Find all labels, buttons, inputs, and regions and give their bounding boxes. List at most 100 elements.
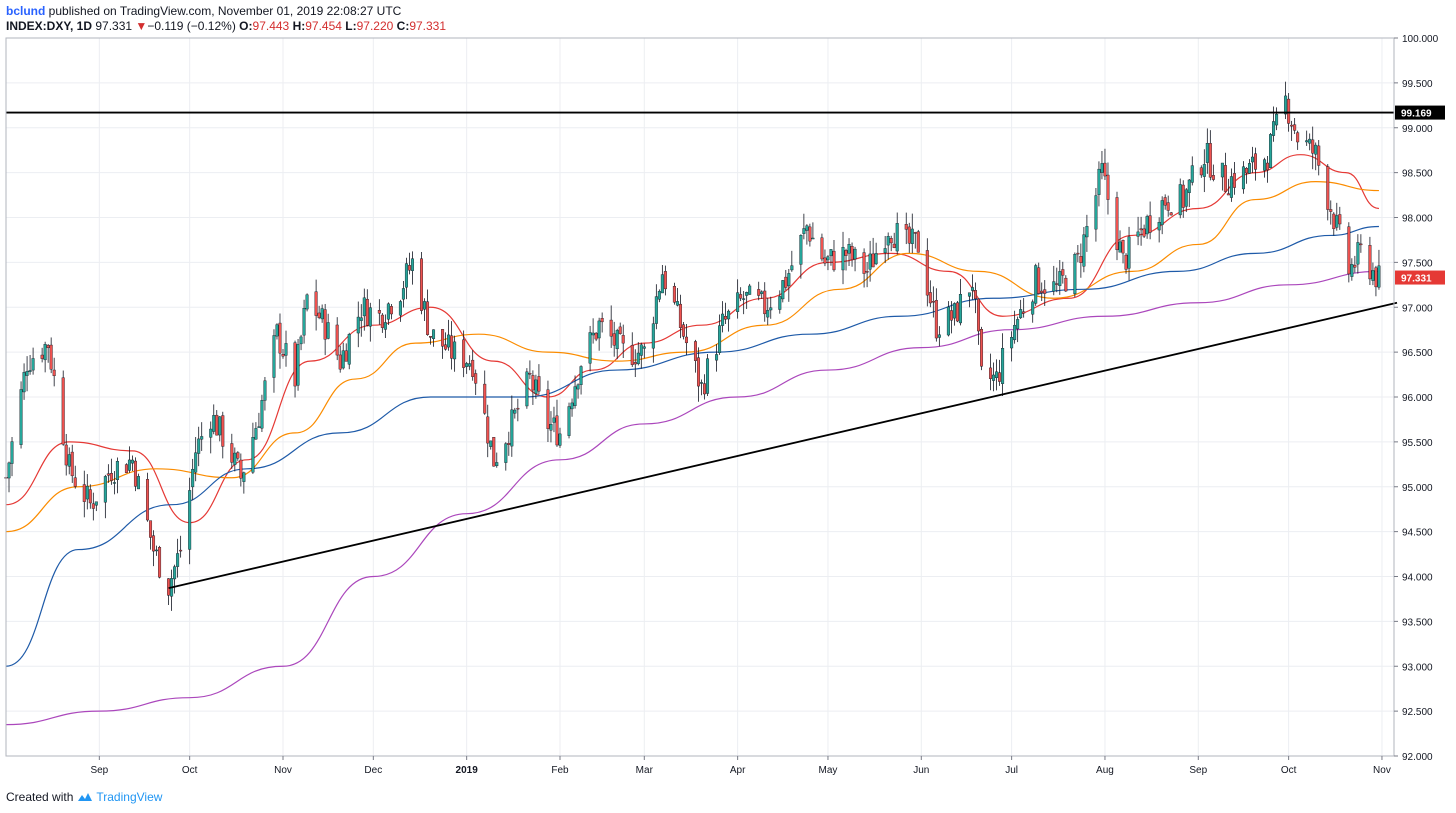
candle-down (61, 377, 65, 445)
candle-down (1232, 173, 1236, 188)
candle-up (1058, 271, 1062, 287)
candle-up (552, 417, 556, 423)
candle-up (841, 247, 845, 271)
candle-up (1145, 216, 1149, 235)
candle-up (847, 244, 851, 254)
candle-up (1118, 241, 1122, 253)
tradingview-link[interactable]: TradingView (96, 790, 163, 804)
x-tick-label: Sep (1189, 765, 1207, 776)
footer: Created with TradingView (6, 789, 162, 805)
candle-down (1244, 167, 1248, 174)
candle-up (1272, 121, 1276, 136)
candle-down (1061, 269, 1065, 276)
candle-up (1097, 168, 1101, 195)
candle-up (299, 336, 303, 345)
candle-up (1082, 234, 1086, 267)
published-text: published on TradingView.com, November 0… (48, 4, 402, 18)
candle-up (829, 249, 833, 257)
candle-down (1040, 290, 1044, 293)
candle-up (534, 379, 538, 394)
candle-up (1094, 195, 1098, 230)
candle-up (453, 341, 457, 360)
candle-down (808, 226, 812, 242)
candle-up (212, 415, 216, 432)
publish-info: bclund published on TradingView.com, Nov… (6, 4, 401, 19)
candle-up (1269, 134, 1273, 168)
author-link[interactable]: bclund (6, 4, 46, 18)
candle-up (1100, 163, 1104, 173)
candle-up (952, 303, 956, 319)
candle-up (745, 292, 749, 296)
y-tick-label: 100.000 (1402, 34, 1439, 45)
candle-down (124, 464, 128, 473)
y-tick-label: 92.500 (1402, 707, 1433, 718)
candle-down (1266, 162, 1270, 171)
candle-down (1254, 153, 1258, 170)
candle-up (465, 363, 469, 367)
candle-down (609, 319, 613, 337)
candle-down (528, 373, 532, 375)
candle-up (1019, 309, 1023, 319)
candle-down (757, 289, 761, 296)
candle-up (257, 426, 261, 428)
candle-up (874, 253, 878, 265)
candle-up (218, 416, 222, 436)
candle-up (410, 258, 414, 271)
candle-up (194, 452, 198, 473)
moving-averages (5, 154, 1380, 726)
x-tick-label: Sep (90, 765, 108, 776)
candle-down (904, 224, 908, 230)
candle-down (441, 329, 445, 347)
x-tick-label: May (819, 765, 838, 776)
candle-up (654, 296, 658, 324)
candle-up (320, 308, 324, 320)
candle-up (103, 476, 107, 503)
candle-down (1124, 254, 1128, 270)
candle-up (549, 424, 553, 431)
candle-down (1115, 197, 1119, 251)
candle-up (254, 428, 258, 440)
candle-up (1247, 163, 1251, 174)
candle-down (1181, 184, 1185, 208)
candle-down (377, 309, 381, 314)
candle-up (570, 402, 574, 410)
candle-up (188, 490, 192, 550)
candle-up (504, 443, 508, 463)
candle-down (546, 389, 550, 429)
candle-down (444, 344, 448, 350)
price-change: −0.119 (−0.12%) (147, 19, 236, 33)
candle-up (489, 440, 493, 447)
y-tick-label: 96.500 (1402, 348, 1433, 359)
candle-up (1377, 265, 1381, 288)
candle-down (1353, 264, 1357, 268)
candle-up (1136, 231, 1140, 237)
candle-up (1202, 164, 1206, 177)
candle-down (889, 238, 893, 244)
candle-up (94, 501, 98, 506)
candle-down (871, 253, 875, 268)
candle-down (1359, 243, 1363, 246)
candle-up (359, 317, 363, 321)
candle-up (1241, 166, 1245, 190)
candle-up (1187, 179, 1191, 193)
candle-up (67, 454, 71, 467)
candle-down (693, 341, 697, 361)
candle-down (1332, 213, 1336, 230)
candle-down (1311, 139, 1315, 154)
x-tick-label: Dec (364, 765, 382, 776)
candle-down (955, 302, 959, 322)
candle-down (486, 416, 490, 444)
y-tick-label: 94.000 (1402, 573, 1433, 584)
candle-up (1284, 95, 1288, 115)
x-tick-label: Oct (1281, 765, 1297, 776)
candle-down (88, 489, 92, 504)
candle-up (1250, 156, 1254, 163)
candle-down (230, 443, 234, 463)
x-tick-label: Nov (1373, 765, 1391, 776)
candle-up (992, 374, 996, 381)
candle-down (149, 520, 153, 538)
candle-up (209, 428, 213, 438)
candle-up (799, 235, 803, 265)
symbol-name: INDEX:DXY, 1D (6, 19, 93, 33)
